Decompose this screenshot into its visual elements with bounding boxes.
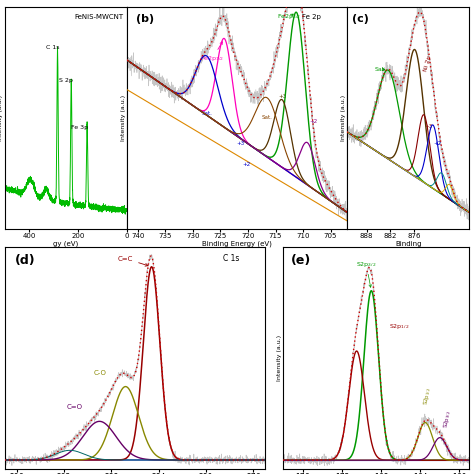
Text: Fe 3p: Fe 3p xyxy=(71,125,88,130)
Text: (e): (e) xyxy=(291,254,311,267)
Text: +2: +2 xyxy=(243,162,251,167)
X-axis label: gy (eV): gy (eV) xyxy=(53,241,79,247)
Text: Fe2p$_{1/2}$: Fe2p$_{1/2}$ xyxy=(201,42,224,63)
Text: +2: +2 xyxy=(434,141,442,146)
Text: S 2p: S 2p xyxy=(59,78,73,83)
Text: +3: +3 xyxy=(278,94,286,99)
Text: Fe 2p: Fe 2p xyxy=(302,14,320,20)
X-axis label: Binding
Energy (eV): Binding Energy (eV) xyxy=(388,241,428,255)
Y-axis label: Intensity (a.u.): Intensity (a.u.) xyxy=(0,95,3,141)
Text: FeNiS-MWCNT: FeNiS-MWCNT xyxy=(74,14,123,20)
Text: S2p$_{3/2}$: S2p$_{3/2}$ xyxy=(356,261,377,287)
Text: C=O: C=O xyxy=(66,404,82,410)
Y-axis label: Intensity (a.u.): Intensity (a.u.) xyxy=(341,95,346,141)
Text: C-O: C-O xyxy=(93,370,107,375)
Text: +2: +2 xyxy=(310,119,318,125)
Text: (d): (d) xyxy=(15,254,36,267)
Text: S2p$_{3/2}$: S2p$_{3/2}$ xyxy=(442,410,454,429)
X-axis label: Binding Energy (eV): Binding Energy (eV) xyxy=(202,241,272,247)
Text: Sat.: Sat. xyxy=(374,66,387,72)
Text: (b): (b) xyxy=(136,14,154,24)
Y-axis label: Intensity (a.u.): Intensity (a.u.) xyxy=(120,95,126,141)
Text: C 1s: C 1s xyxy=(223,254,239,263)
Y-axis label: Intensity (a.u.): Intensity (a.u.) xyxy=(277,335,282,381)
Text: +3: +3 xyxy=(236,141,244,146)
Text: C=C: C=C xyxy=(118,255,148,266)
Text: Ni 2p: Ni 2p xyxy=(423,55,432,72)
Text: Sat.: Sat. xyxy=(262,115,273,120)
Text: S2p$_{1/2}$: S2p$_{1/2}$ xyxy=(422,387,434,406)
Text: C 1s: C 1s xyxy=(46,45,59,50)
Text: S2p$_{1/2}$: S2p$_{1/2}$ xyxy=(389,323,410,331)
Text: Fe2p$_{3/2}$: Fe2p$_{3/2}$ xyxy=(277,12,301,21)
Text: Sat.: Sat. xyxy=(201,111,212,116)
Text: (c): (c) xyxy=(352,14,369,24)
Text: +3: +3 xyxy=(424,124,432,129)
